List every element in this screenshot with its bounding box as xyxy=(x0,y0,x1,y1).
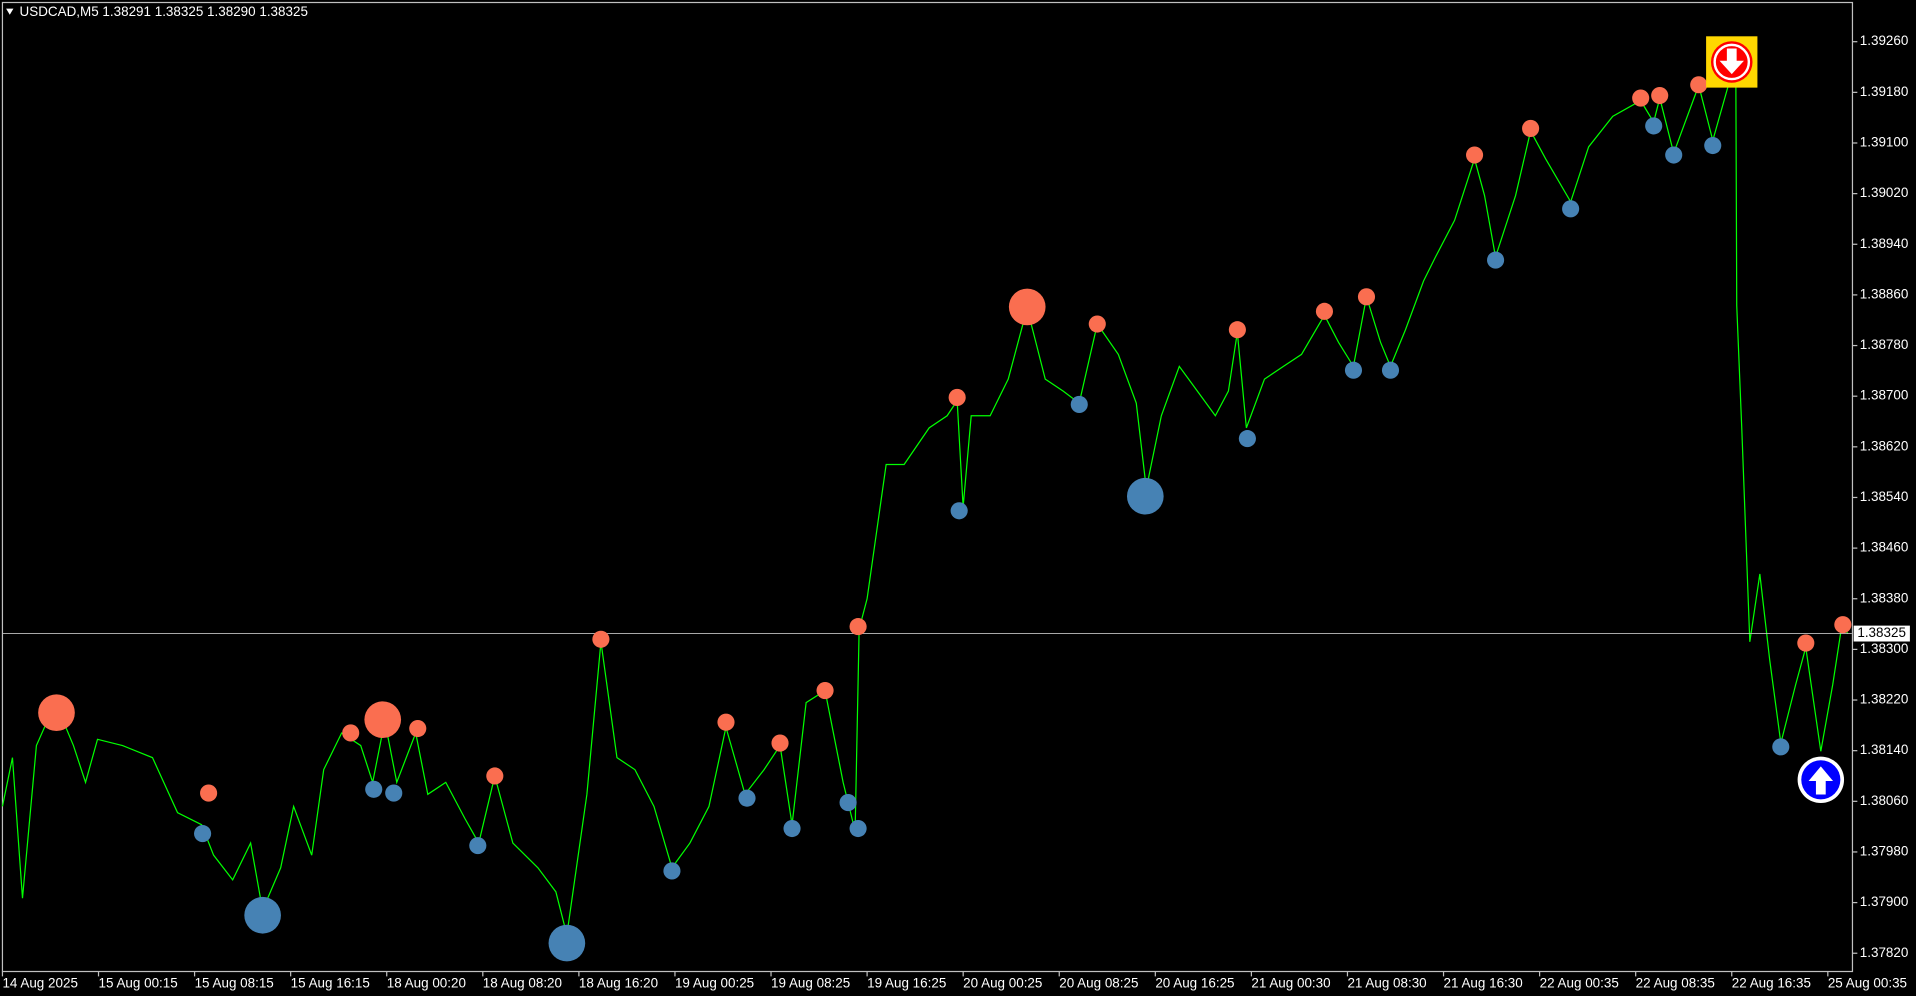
x-tick-label: 25 Aug 00:35 xyxy=(1828,975,1907,990)
swing-dot xyxy=(950,502,968,520)
swing-dot xyxy=(849,618,867,636)
swing-dot xyxy=(38,694,75,732)
y-tick-label: 1.39020 xyxy=(1860,185,1909,200)
x-tick-label: 21 Aug 16:30 xyxy=(1444,975,1523,990)
x-tick-label: 20 Aug 08:25 xyxy=(1059,975,1138,990)
swing-dot xyxy=(663,862,681,880)
swing-dot xyxy=(1665,146,1683,164)
swing-dot xyxy=(364,701,402,738)
x-tick-label: 15 Aug 00:15 xyxy=(99,975,178,990)
swing-dot xyxy=(1315,302,1334,320)
swing-dot xyxy=(244,896,281,934)
arrow-shape xyxy=(1808,766,1834,795)
chart-title: USDCAD,M5 1.38291 1.38325 1.38290 1.3832… xyxy=(20,4,308,19)
x-tick-label: 15 Aug 08:15 xyxy=(195,975,274,990)
swing-dot xyxy=(1651,86,1669,105)
y-tick-label: 1.38300 xyxy=(1860,641,1909,656)
y-tick-label: 1.39180 xyxy=(1860,84,1909,99)
swing-dot xyxy=(1704,136,1722,155)
swing-dot xyxy=(783,819,801,838)
y-tick-label: 1.38620 xyxy=(1860,438,1909,453)
x-tick-label: 22 Aug 16:35 xyxy=(1732,975,1811,990)
x-tick-label: 19 Aug 00:25 xyxy=(675,975,754,990)
x-tick-label: 14 Aug 2025 xyxy=(2,975,77,990)
y-tick-label: 1.37900 xyxy=(1860,894,1909,909)
x-tick-label: 21 Aug 08:30 xyxy=(1347,975,1426,990)
x-tick-label: 20 Aug 00:25 xyxy=(963,975,1042,990)
y-tick-label: 1.37820 xyxy=(1860,945,1909,960)
current-price-box xyxy=(1853,625,1910,642)
y-tick-label: 1.38940 xyxy=(1860,236,1909,251)
x-tick-label: 20 Aug 16:25 xyxy=(1155,975,1234,990)
swing-dot xyxy=(849,819,867,838)
current-price-label: 1.38325 xyxy=(1857,625,1906,640)
swing-dot xyxy=(1070,395,1088,413)
y-tick-label: 1.38700 xyxy=(1860,388,1909,403)
arrow-shape xyxy=(1719,48,1744,75)
x-tick-label: 22 Aug 08:35 xyxy=(1636,975,1715,990)
swing-dot xyxy=(948,388,966,407)
x-tick-label: 18 Aug 08:20 xyxy=(483,975,562,990)
swing-dot xyxy=(342,724,360,742)
y-tick-label: 1.38860 xyxy=(1860,286,1909,301)
x-tick-label: 22 Aug 00:35 xyxy=(1540,975,1619,990)
sell-arrow xyxy=(1706,36,1758,88)
y-tick-label: 1.38140 xyxy=(1860,742,1909,757)
swing-dot xyxy=(486,767,504,785)
swing-dot xyxy=(385,784,403,802)
swing-dot xyxy=(1357,288,1376,306)
x-tick-label: 19 Aug 08:25 xyxy=(771,975,850,990)
swing-dot xyxy=(1344,361,1363,379)
y-tick-label: 1.38540 xyxy=(1860,489,1909,504)
swing-dot xyxy=(738,789,756,807)
x-tick-label: 15 Aug 16:15 xyxy=(291,975,370,990)
swing-dot xyxy=(1008,288,1046,326)
y-tick-label: 1.38060 xyxy=(1860,793,1909,808)
swing-dot xyxy=(1645,117,1663,135)
swing-dot xyxy=(1466,146,1484,164)
x-tick-label: 21 Aug 00:30 xyxy=(1251,975,1330,990)
swing-dot xyxy=(548,924,586,962)
swing-dot xyxy=(1381,361,1400,379)
swing-dot xyxy=(717,713,735,731)
swing-dot xyxy=(409,719,427,738)
y-tick-label: 1.38780 xyxy=(1860,337,1909,352)
y-tick-label: 1.38220 xyxy=(1860,692,1909,707)
y-tick-label: 1.38460 xyxy=(1860,540,1909,555)
buy-arrow xyxy=(1797,756,1845,804)
swing-dot xyxy=(771,734,789,752)
swing-dot xyxy=(1126,477,1164,515)
price-line xyxy=(1,54,1849,935)
x-tick-label: 18 Aug 00:20 xyxy=(387,975,466,990)
swing-dot xyxy=(365,780,383,798)
plot-frame xyxy=(1,1,1854,973)
y-tick-label: 1.38380 xyxy=(1860,590,1909,605)
swing-dot xyxy=(816,681,834,700)
swing-dot xyxy=(1690,76,1708,94)
swing-dot xyxy=(200,784,218,802)
y-tick-label: 1.37980 xyxy=(1860,843,1909,858)
swing-dot xyxy=(1834,616,1852,634)
swing-dot xyxy=(469,837,487,855)
swing-dot xyxy=(1487,251,1505,269)
y-tick-label: 1.39260 xyxy=(1860,33,1909,48)
swing-dot xyxy=(839,794,857,812)
swing-dot xyxy=(1088,315,1106,333)
swing-dot xyxy=(1238,430,1256,448)
swing-dot xyxy=(1797,634,1815,652)
swing-dot xyxy=(1228,321,1246,339)
x-tick-label: 18 Aug 16:20 xyxy=(579,975,658,990)
swing-dot xyxy=(1562,200,1580,218)
menu-arrow[interactable] xyxy=(6,8,14,15)
arrow-ring xyxy=(1713,43,1751,81)
swing-dot xyxy=(592,630,610,648)
swing-dot xyxy=(194,825,212,843)
x-tick-label: 19 Aug 16:25 xyxy=(867,975,946,990)
swing-dot xyxy=(1772,738,1790,756)
swing-dot xyxy=(1632,89,1650,107)
y-tick-label: 1.39100 xyxy=(1860,135,1909,150)
swing-dot xyxy=(1522,119,1540,137)
